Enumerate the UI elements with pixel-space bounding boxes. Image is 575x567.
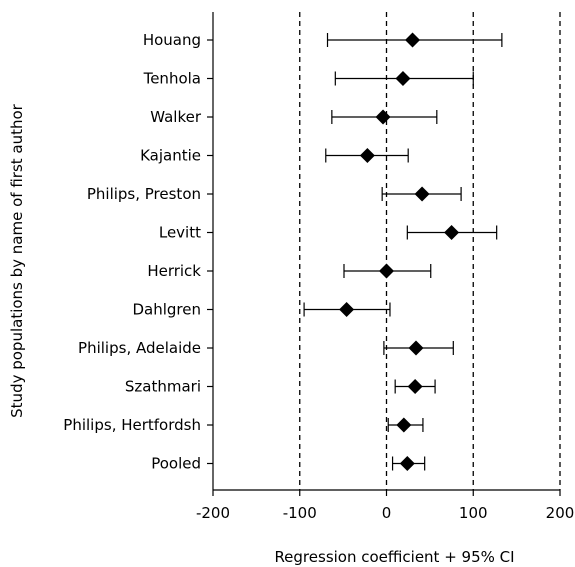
study-row (325, 148, 409, 163)
estimate-marker (379, 263, 394, 279)
x-tick-label: 100 (459, 504, 488, 522)
estimate-marker (414, 186, 430, 202)
reference-lines (299, 12, 561, 490)
x-tick-label: -100 (283, 504, 317, 522)
estimate-marker (405, 32, 421, 48)
y-axis-ticks: Houang Tenhola Walker Kajantie Philips, Pres… (63, 31, 213, 473)
study-label: Herrick (147, 262, 201, 280)
estimate-marker (396, 417, 412, 433)
study-row (326, 32, 503, 48)
study-label: Walker (150, 108, 202, 126)
y-axis-title: Study populations by name of first autho… (8, 103, 26, 418)
study-label: Szathmari (125, 378, 201, 396)
study-row (303, 302, 391, 317)
study-label: Tenhola (143, 70, 201, 88)
study-row (381, 186, 462, 202)
study-rows (303, 32, 503, 471)
study-row (334, 71, 474, 86)
study-row (387, 417, 424, 433)
estimate-marker (408, 340, 424, 356)
x-tick-label: 0 (382, 504, 392, 522)
x-tick-label: -200 (196, 504, 230, 522)
estimate-marker (375, 109, 391, 125)
study-label: Levitt (159, 224, 201, 242)
x-tick-label: 200 (546, 504, 575, 522)
estimate-marker (444, 225, 460, 240)
study-label: Philips, Hertfordsh (63, 416, 201, 434)
study-row (343, 263, 432, 279)
estimate-marker (399, 456, 415, 471)
study-label: Philips, Adelaide (78, 339, 201, 357)
study-row (394, 379, 436, 394)
study-label: Dahlgren (132, 301, 201, 319)
study-row (406, 225, 498, 240)
estimate-marker (339, 302, 355, 317)
study-row (383, 340, 454, 356)
x-axis-ticks: -200 -100 0 100 200 (196, 490, 574, 522)
study-label: Kajantie (140, 147, 201, 165)
study-label: Houang (143, 31, 201, 49)
estimate-marker (359, 148, 375, 163)
study-label: Pooled (151, 455, 201, 473)
x-axis-title: Regression coefficient + 95% CI (274, 548, 514, 566)
study-label: Philips, Preston (87, 185, 201, 203)
study-row (331, 109, 438, 125)
study-row (391, 456, 426, 471)
estimate-marker (407, 379, 423, 394)
estimate-marker (395, 71, 411, 86)
